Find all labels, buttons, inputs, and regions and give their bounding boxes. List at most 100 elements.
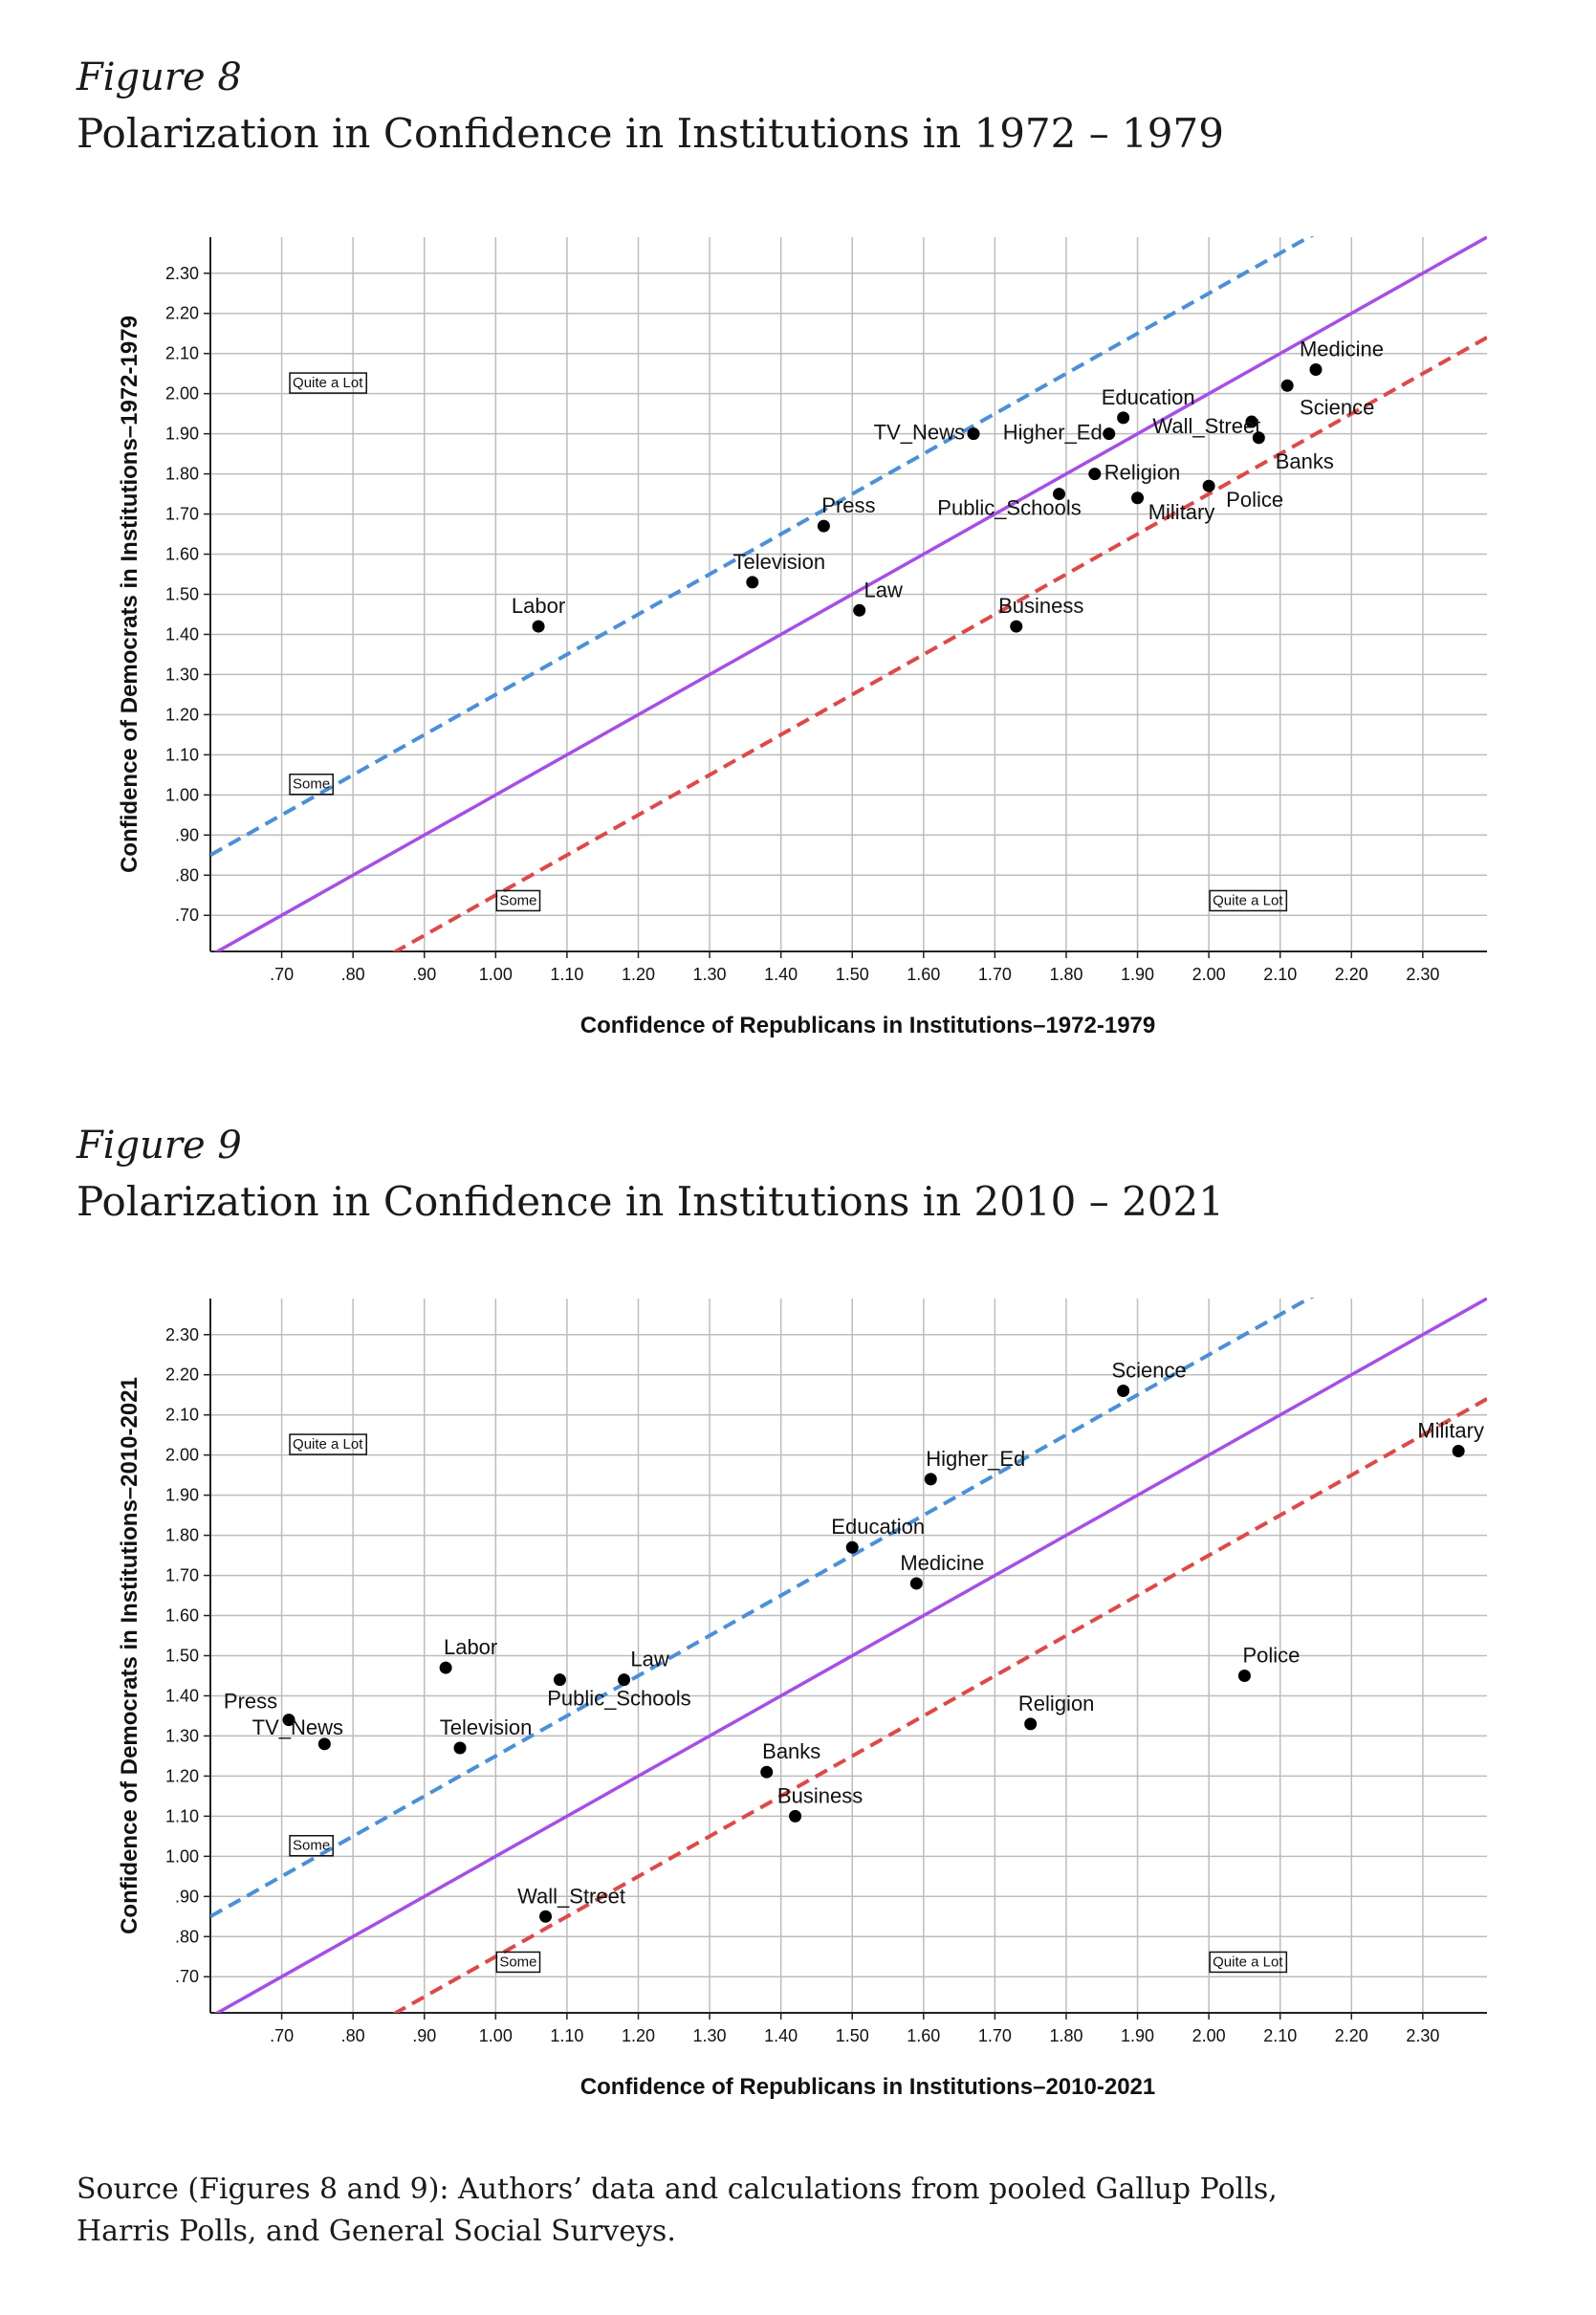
x-tick-label: 2.10: [1263, 965, 1297, 984]
y-tick-label: 1.60: [165, 545, 199, 564]
box-annotation: Some: [289, 1834, 334, 1857]
data-point-label: TV_News: [874, 421, 965, 445]
grid: [210, 237, 1487, 951]
data-point: [853, 603, 866, 617]
data-point-group: Education: [831, 1515, 925, 1554]
data-point: [1053, 488, 1066, 501]
y-tick-label: 2.10: [165, 344, 199, 363]
data-point-label: Law: [864, 578, 903, 601]
data-point: [1117, 411, 1130, 425]
x-tick-label: 2.10: [1263, 2026, 1297, 2045]
data-point-group: Higher_Ed: [924, 1447, 1025, 1486]
y-tick-label: 1.50: [165, 585, 199, 604]
box-annotation-frame: [289, 773, 334, 796]
y-axis-title: Confidence of Democrats in Institutions–…: [117, 316, 142, 873]
data-point: [1252, 431, 1265, 445]
y-tick-label: 1.70: [165, 1566, 199, 1585]
data-point-label: Public_Schools: [937, 496, 1081, 520]
x-tick-label: .90: [412, 2026, 436, 2045]
data-point-label: TV_News: [252, 1715, 343, 1739]
box-annotation-frame: [495, 1951, 541, 1974]
data-point-group: Education: [1102, 385, 1195, 425]
figure-9-title: Polarization in Confidence in Institutio…: [77, 1178, 1224, 1225]
x-tick-label: 1.90: [1121, 2026, 1154, 2045]
source-line-1: Source (Figures 8 and 9): Authors’ data …: [77, 2173, 1278, 2206]
box-annotation-text: Some: [499, 1954, 536, 1970]
data-point: [1103, 427, 1116, 441]
y-tick-label: 1.20: [165, 705, 199, 724]
data-point-label: Business: [998, 594, 1083, 618]
x-tick-label: 1.60: [907, 2026, 940, 2045]
box-annotation-text: Some: [499, 892, 536, 908]
reference-lines: [210, 1298, 1487, 2013]
y-tick-label: 1.10: [165, 745, 199, 764]
data-point: [1309, 362, 1323, 376]
x-tick-label: 2.00: [1192, 965, 1226, 984]
box-annotation: Quite a Lot: [1209, 889, 1288, 912]
y-tick-label: 2.00: [165, 1446, 199, 1465]
data-point-group: Law: [618, 1648, 669, 1687]
data-point: [282, 1714, 295, 1727]
x-tick-label: 2.20: [1335, 965, 1368, 984]
y-axis-title: Confidence of Democrats in Institutions–…: [117, 1377, 142, 1934]
y-tick-label: 2.00: [165, 384, 199, 404]
box-annotation-frame: [289, 1834, 334, 1857]
y-tick-label: 2.30: [165, 1325, 199, 1344]
y-tick-label: 1.40: [165, 1686, 199, 1705]
data-point-group: Science: [1280, 379, 1374, 419]
data-point-group: TV_News: [252, 1715, 343, 1751]
data-point-label: Medicine: [900, 1551, 984, 1575]
x-tick-label: 1.00: [479, 2026, 513, 2045]
y-tick-label: .90: [175, 825, 199, 844]
data-point-group: Public_Schools: [937, 488, 1082, 520]
y-tick-label: 1.10: [165, 1806, 199, 1825]
y-tick-label: 2.20: [165, 1365, 199, 1385]
y-tick-label: 2.20: [165, 304, 199, 323]
data-point-label: Business: [777, 1783, 863, 1807]
data-point-group: Higher_Ed: [1003, 421, 1116, 445]
data-point: [1237, 1669, 1251, 1682]
reference-line-equality: [213, 1298, 1487, 2013]
data-point-label: Banks: [762, 1739, 820, 1763]
data-point-label: Science: [1111, 1359, 1186, 1383]
data-point-label: Press: [224, 1690, 277, 1714]
x-tick-label: 1.80: [1049, 2026, 1082, 2045]
x-tick-label: 1.80: [1049, 965, 1082, 984]
box-annotation-text: Quite a Lot: [1213, 892, 1283, 908]
x-tick-label: 1.40: [764, 965, 798, 984]
box-annotation-frame: [289, 1433, 368, 1455]
y-tick-label: .70: [175, 906, 199, 925]
data-point: [1202, 479, 1215, 492]
data-point-group: Medicine: [1300, 337, 1384, 376]
data-point-label: Wall_Street: [517, 1884, 625, 1908]
data-point-group: Religion: [1088, 461, 1180, 485]
y-tick-label: 1.90: [165, 425, 199, 444]
data-point-label: Education: [1102, 385, 1195, 409]
x-tick-label: 1.10: [550, 965, 583, 984]
x-tick-label: 1.70: [978, 965, 1012, 984]
reference-line-republican-offset: [391, 336, 1487, 951]
x-tick-label: 1.50: [836, 965, 869, 984]
data-point: [967, 427, 980, 441]
box-annotation-text: Some: [293, 1838, 330, 1854]
data-point: [845, 1540, 859, 1554]
data-point-group: Press: [817, 493, 876, 533]
box-annotation-text: Quite a Lot: [293, 375, 363, 391]
y-tick-label: 2.10: [165, 1406, 199, 1425]
reference-line-democrat-offset: [210, 236, 1315, 858]
data-point-group: Wall_Street: [1152, 414, 1260, 438]
data-point-group: Wall_Street: [517, 1884, 625, 1923]
figure-9-scatter-chart: .70 .80 .90 1.00 1.10 1.20 1.30 1.40 1.50 1.60 1.7…: [117, 1298, 1487, 2100]
figure-9-number: Figure 9: [77, 1124, 242, 1168]
x-tick-label: 1.00: [479, 965, 513, 984]
x-tick-label: 1.10: [550, 2026, 583, 2045]
box-annotation: Quite a Lot: [289, 372, 368, 394]
x-tick-label: 1.30: [693, 965, 727, 984]
x-tick-label: .80: [341, 965, 365, 984]
x-tick-label: 1.20: [622, 2026, 655, 2045]
data-point-label: Press: [821, 493, 875, 517]
data-point-label: Science: [1300, 395, 1374, 419]
data-point: [1024, 1717, 1038, 1731]
data-point-group: Public_Schools: [547, 1673, 691, 1711]
data-point: [817, 519, 830, 533]
